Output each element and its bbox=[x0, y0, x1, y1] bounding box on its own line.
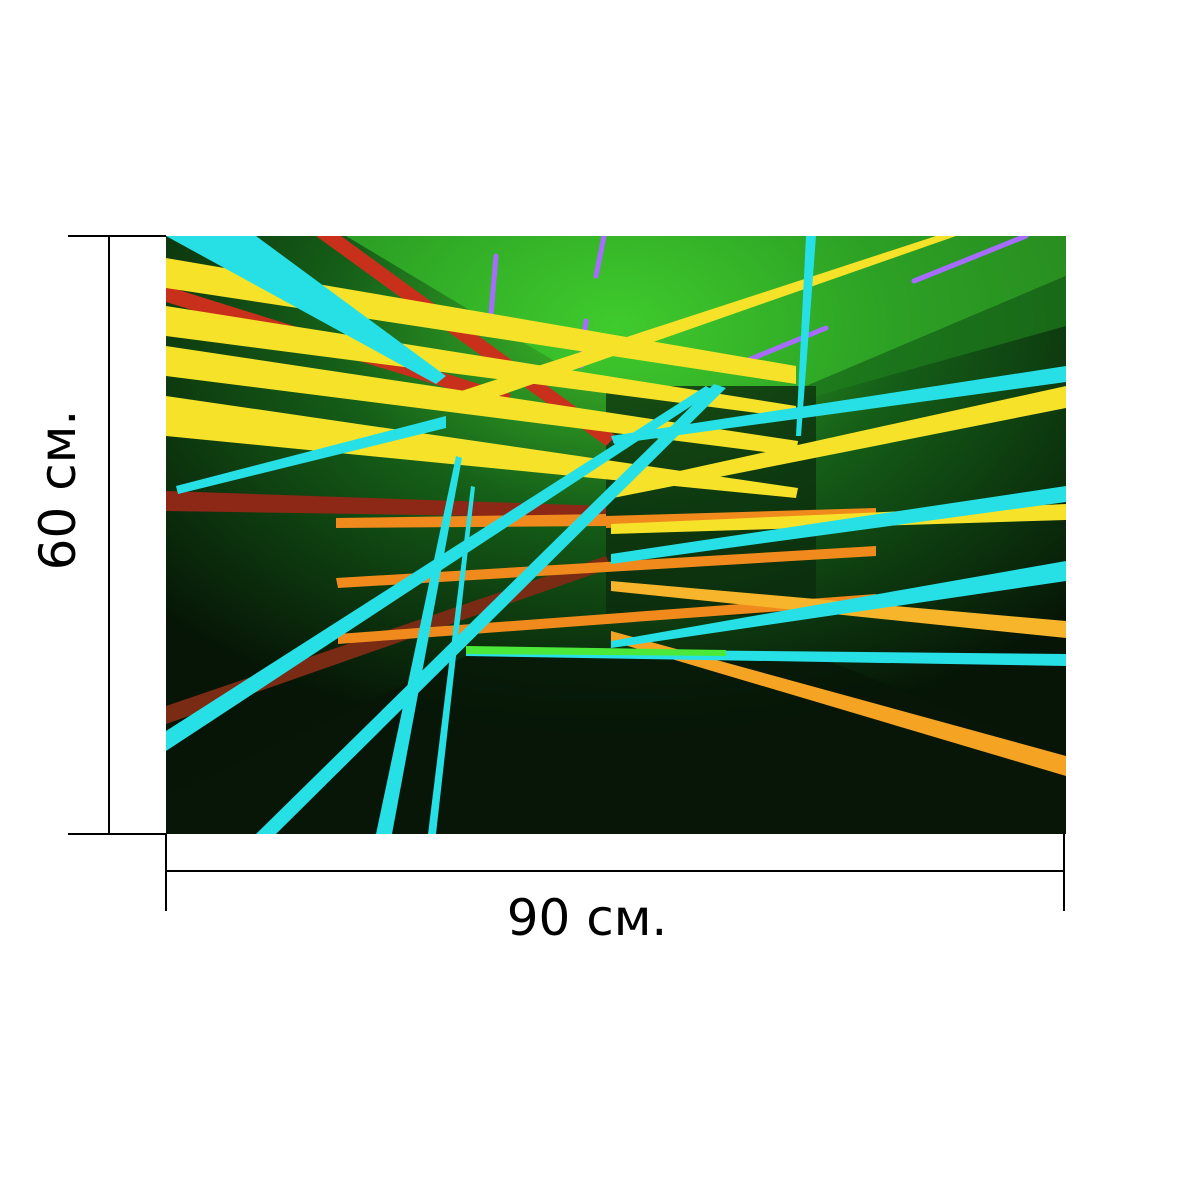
red-strip bbox=[316, 236, 616, 446]
product-photo bbox=[166, 236, 1066, 834]
orange-strip bbox=[611, 631, 1066, 776]
cyan-strip bbox=[611, 486, 1066, 564]
cyan-strip bbox=[376, 456, 462, 834]
ceiling-beam bbox=[806, 276, 1066, 396]
violet-tube bbox=[743, 325, 829, 364]
yellow-strip bbox=[446, 236, 956, 411]
orange-strip bbox=[336, 546, 876, 588]
cyan-strips bbox=[166, 236, 1066, 834]
cyan-strip bbox=[166, 236, 446, 384]
yellow-strip bbox=[611, 386, 1066, 498]
width-label: 90 см. bbox=[506, 889, 668, 947]
cyan-strip bbox=[611, 561, 1066, 648]
violet-tube bbox=[593, 236, 607, 279]
height-label: 60 см. bbox=[29, 409, 87, 571]
ceiling-plane bbox=[346, 236, 1066, 386]
neon-strips-artwork bbox=[166, 236, 1066, 834]
yellow-strip bbox=[166, 306, 796, 418]
green-strip bbox=[466, 646, 726, 656]
violet-tube bbox=[911, 236, 1029, 284]
violet-tube bbox=[488, 253, 499, 317]
cyan-strip bbox=[176, 416, 446, 494]
red-strip bbox=[166, 491, 606, 518]
cyan-strip bbox=[256, 384, 726, 834]
cyan-strip bbox=[796, 236, 816, 436]
cyan-strip bbox=[428, 486, 475, 834]
cyan-strip bbox=[611, 366, 1066, 444]
